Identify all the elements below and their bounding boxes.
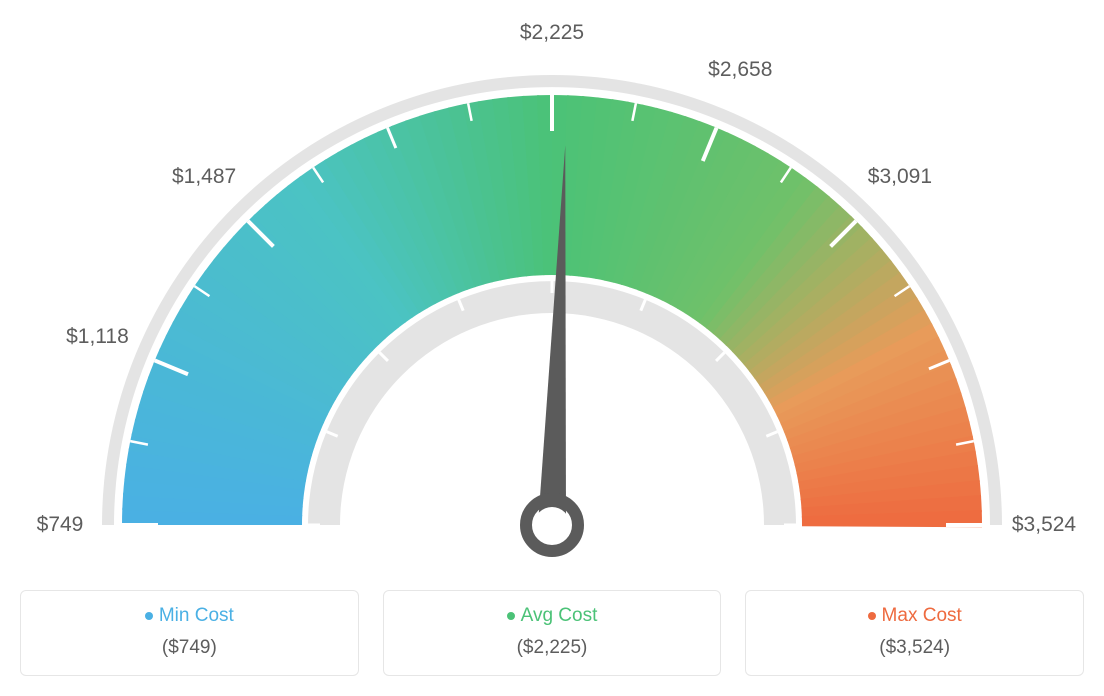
legend-value-avg: ($2,225) [394,637,711,659]
legend-dot-max [868,612,876,620]
legend-title-avg-text: Avg Cost [521,605,598,626]
gauge-tick-label: $3,091 [868,165,932,189]
gauge-tick-label: $749 [37,513,84,537]
legend-dot-avg [507,612,515,620]
gauge-area: $749 $1,118 $1,487 $2,225 $2,658 $3,091 $3,524 [20,20,1084,580]
legend-title-avg: Avg Cost [394,605,711,627]
gauge-tick-label: $1,118 [66,325,129,349]
legend-card-max: Max Cost ($3,524) [745,590,1084,676]
legend-title-max-text: Max Cost [882,605,962,626]
gauge-tick-label: $3,524 [1012,513,1076,537]
gauge-tick-label: $2,658 [708,58,772,82]
gauge-svg [20,20,1084,580]
gauge-tick-label: $2,225 [520,21,584,45]
legend-dot-min [145,612,153,620]
legend-title-min-text: Min Cost [159,605,234,626]
legend-card-avg: Avg Cost ($2,225) [383,590,722,676]
cost-gauge-chart: $749 $1,118 $1,487 $2,225 $2,658 $3,091 $3,524… [20,20,1084,676]
legend-title-min: Min Cost [31,605,348,627]
gauge-tick-label: $1,487 [172,165,236,189]
legend-title-max: Max Cost [756,605,1073,627]
legend-value-max: ($3,524) [756,637,1073,659]
legend-value-min: ($749) [31,637,348,659]
legend-card-min: Min Cost ($749) [20,590,359,676]
legend-row: Min Cost ($749) Avg Cost ($2,225) Max Co… [20,590,1084,676]
